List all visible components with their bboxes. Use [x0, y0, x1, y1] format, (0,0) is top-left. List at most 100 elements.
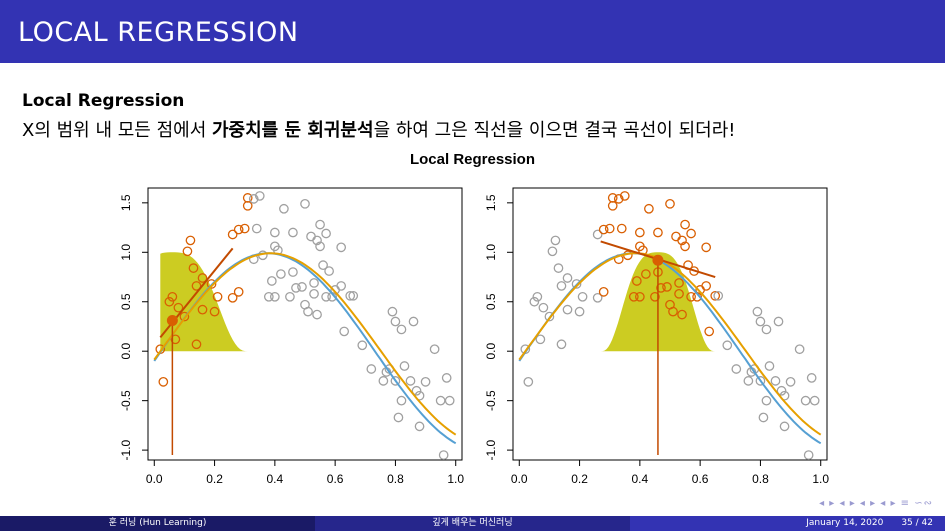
y-tick-label: -0.5: [484, 390, 498, 411]
beamer-navigation[interactable]: ◂ ▸ ◂ ▸ ◂ ▸ ◂ ▸ ≡ ∽∾: [819, 498, 933, 509]
data-point: [263, 291, 274, 302]
y-tick-label: 1.0: [119, 244, 133, 261]
data-point: [444, 395, 455, 406]
data-point: [743, 376, 754, 386]
data-point: [701, 242, 712, 253]
data-point: [306, 231, 316, 242]
data-point: [592, 229, 603, 240]
data-point: [631, 276, 642, 286]
data-point: [179, 311, 190, 322]
data-point: [800, 395, 811, 406]
data-point: [619, 191, 630, 201]
body-text-suffix: 을 하여 그은 직선을 이으면 결국 곡선이 되더라!: [373, 120, 736, 141]
data-point: [387, 306, 398, 317]
data-point: [378, 376, 389, 386]
data-point: [635, 227, 645, 238]
y-tick-label: 0.5: [119, 293, 133, 310]
target-point: [652, 254, 664, 266]
x-tick-label: 0.2: [571, 472, 588, 486]
data-point: [538, 302, 549, 313]
data-point: [288, 227, 298, 238]
x-tick-label: 0.8: [387, 472, 404, 486]
data-point: [755, 376, 766, 386]
data-point: [279, 203, 289, 214]
data-point: [270, 227, 280, 238]
data-point: [616, 223, 627, 234]
x-tick-label: 0.0: [146, 472, 163, 486]
data-point: [592, 292, 603, 303]
y-tick-label: 0.0: [119, 343, 133, 360]
x-tick-label: 0.4: [632, 472, 649, 486]
y-tick-label: 1.5: [119, 194, 133, 211]
data-point: [164, 296, 175, 307]
data-point: [574, 306, 585, 317]
data-point: [653, 227, 663, 238]
target-point: [166, 315, 178, 327]
data-point: [803, 450, 814, 460]
data-point: [276, 269, 286, 279]
data-point: [577, 291, 588, 302]
data-point: [345, 290, 356, 301]
data-point: [779, 421, 790, 432]
data-point: [680, 219, 690, 230]
data-point: [532, 291, 543, 302]
footer: 훈 러닝 (Hun Learning) 깊게 배우는 머신러닝 January …: [0, 516, 945, 531]
data-point: [242, 200, 253, 211]
data-point: [170, 334, 181, 345]
data-point: [607, 200, 618, 211]
x-tick-label: 0.2: [206, 472, 223, 486]
data-point: [321, 291, 331, 302]
data-point: [656, 283, 666, 293]
data-point: [233, 287, 244, 297]
y-tick-label: 0.0: [484, 343, 498, 360]
data-point: [806, 373, 817, 383]
data-point: [571, 279, 582, 289]
data-point: [644, 203, 654, 214]
data-point: [441, 373, 452, 383]
data-point: [704, 326, 715, 337]
data-point: [270, 291, 280, 302]
data-point: [613, 194, 624, 204]
data-point: [227, 229, 238, 240]
y-tick-label: -0.5: [119, 390, 133, 411]
data-point: [405, 376, 416, 386]
data-point: [197, 304, 208, 315]
data-point: [701, 281, 712, 291]
data-point: [598, 287, 609, 297]
kernel-weight-shape: [160, 252, 248, 352]
data-point: [604, 223, 615, 234]
data-point: [752, 306, 763, 317]
data-point: [173, 302, 184, 313]
data-point: [315, 219, 325, 230]
data-point: [185, 235, 196, 246]
data-point: [562, 304, 573, 315]
data-point: [761, 395, 772, 406]
x-tick-label: 0.8: [752, 472, 769, 486]
data-point: [556, 281, 567, 291]
data-point: [396, 395, 407, 406]
data-point: [641, 269, 651, 279]
x-tick-label: 1.0: [812, 472, 829, 486]
data-point: [650, 291, 660, 302]
data-point: [674, 278, 684, 288]
data-point: [773, 316, 784, 327]
data-point: [197, 273, 208, 283]
plot-frame: [512, 187, 828, 461]
footer-page: 35 / 42: [901, 518, 933, 528]
data-point: [668, 306, 678, 317]
data-point: [336, 242, 347, 253]
x-tick-label: 0.0: [511, 472, 528, 486]
loess-fit-curve: [153, 252, 457, 436]
data-point: [529, 296, 540, 307]
data-point: [523, 377, 534, 387]
data-point: [309, 288, 319, 299]
data-point: [212, 291, 223, 302]
data-point: [248, 194, 259, 204]
data-point: [312, 309, 322, 320]
data-point: [393, 412, 404, 423]
data-point: [713, 290, 724, 301]
footer-title: 깊게 배우는 머신러닝: [315, 516, 630, 531]
data-point: [266, 276, 277, 286]
data-point: [665, 198, 675, 209]
data-point: [794, 344, 805, 355]
